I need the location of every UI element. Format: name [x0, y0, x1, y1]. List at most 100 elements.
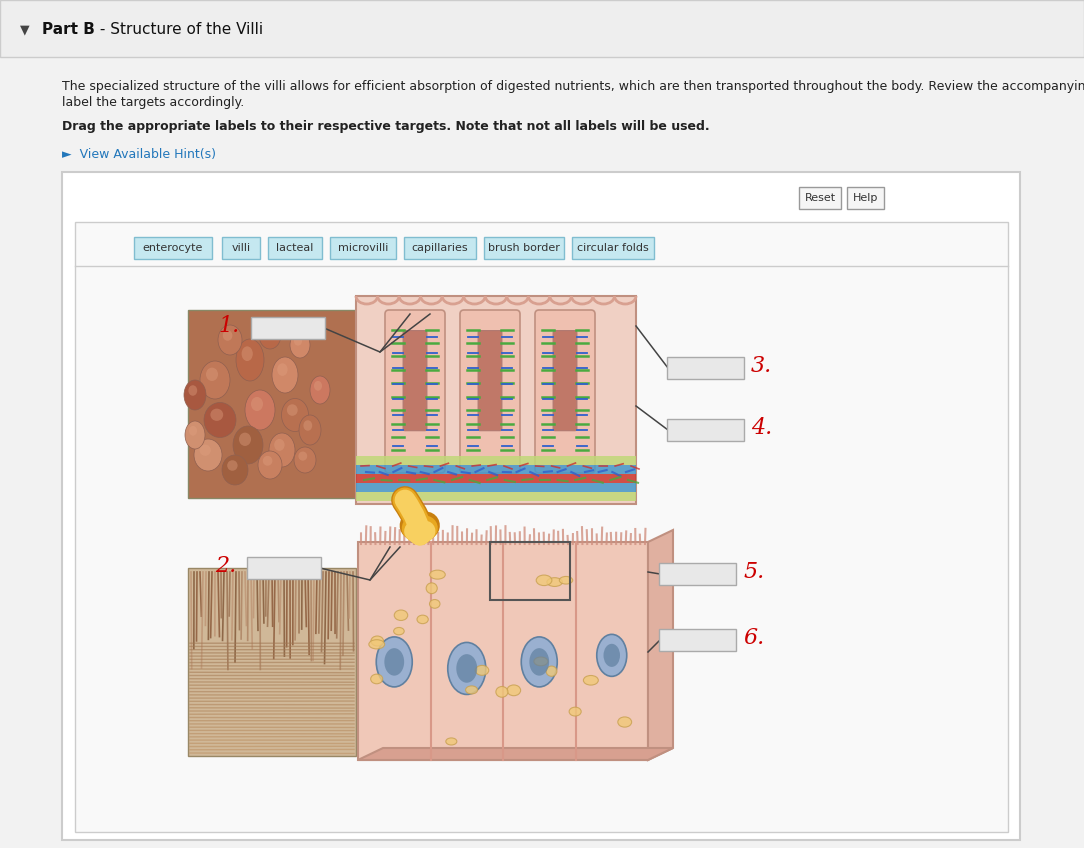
FancyBboxPatch shape: [62, 172, 1020, 840]
Polygon shape: [358, 748, 673, 760]
Ellipse shape: [194, 439, 222, 471]
Text: capillaries: capillaries: [412, 243, 468, 253]
Ellipse shape: [426, 583, 437, 594]
Text: 1.: 1.: [219, 315, 240, 337]
Text: Drag the appropriate labels to their respective targets. Note that not all label: Drag the appropriate labels to their res…: [62, 120, 710, 133]
Polygon shape: [648, 530, 673, 760]
Ellipse shape: [507, 685, 520, 695]
Ellipse shape: [218, 325, 242, 355]
Ellipse shape: [369, 639, 385, 649]
FancyBboxPatch shape: [356, 465, 636, 474]
FancyBboxPatch shape: [535, 310, 595, 473]
Ellipse shape: [287, 404, 298, 416]
Ellipse shape: [282, 399, 309, 432]
Ellipse shape: [521, 637, 557, 687]
Ellipse shape: [291, 332, 310, 358]
Ellipse shape: [278, 363, 287, 376]
FancyBboxPatch shape: [667, 357, 744, 379]
Ellipse shape: [456, 654, 477, 683]
Ellipse shape: [395, 610, 408, 621]
Ellipse shape: [534, 657, 547, 666]
Ellipse shape: [236, 339, 264, 381]
Text: villi: villi: [232, 243, 250, 253]
FancyBboxPatch shape: [799, 187, 841, 209]
Text: circular folds: circular folds: [577, 243, 649, 253]
Ellipse shape: [259, 321, 281, 349]
Ellipse shape: [272, 357, 298, 393]
FancyBboxPatch shape: [188, 310, 356, 498]
Ellipse shape: [446, 738, 456, 745]
Text: Reset: Reset: [804, 193, 836, 203]
Ellipse shape: [569, 707, 581, 716]
Text: 2.: 2.: [215, 555, 236, 577]
FancyBboxPatch shape: [404, 237, 476, 259]
FancyBboxPatch shape: [403, 331, 427, 431]
FancyBboxPatch shape: [251, 317, 325, 339]
FancyBboxPatch shape: [483, 237, 564, 259]
Ellipse shape: [263, 326, 272, 336]
Text: ▼: ▼: [20, 24, 29, 36]
Text: Help: Help: [853, 193, 878, 203]
FancyBboxPatch shape: [222, 237, 260, 259]
Ellipse shape: [274, 439, 285, 451]
FancyBboxPatch shape: [75, 222, 1008, 832]
Ellipse shape: [294, 447, 317, 473]
Ellipse shape: [559, 577, 572, 584]
Text: ►  View Available Hint(s): ► View Available Hint(s): [62, 148, 216, 161]
Ellipse shape: [298, 451, 307, 460]
FancyBboxPatch shape: [356, 483, 636, 492]
Ellipse shape: [495, 687, 508, 697]
Ellipse shape: [371, 674, 383, 683]
FancyBboxPatch shape: [356, 456, 636, 465]
FancyBboxPatch shape: [667, 419, 744, 441]
Ellipse shape: [204, 403, 236, 438]
Text: enterocyte: enterocyte: [143, 243, 203, 253]
Text: 4.: 4.: [751, 417, 772, 439]
Ellipse shape: [429, 600, 440, 608]
FancyBboxPatch shape: [385, 310, 446, 473]
Ellipse shape: [314, 381, 322, 391]
Ellipse shape: [233, 426, 263, 464]
Ellipse shape: [251, 397, 263, 411]
Ellipse shape: [185, 421, 205, 449]
Ellipse shape: [184, 380, 206, 410]
FancyBboxPatch shape: [356, 474, 636, 483]
Ellipse shape: [210, 409, 223, 421]
Ellipse shape: [199, 444, 210, 456]
Ellipse shape: [294, 337, 302, 346]
Ellipse shape: [529, 648, 550, 676]
FancyBboxPatch shape: [358, 542, 648, 760]
FancyBboxPatch shape: [247, 557, 321, 579]
FancyBboxPatch shape: [659, 629, 736, 651]
Ellipse shape: [537, 575, 552, 586]
Ellipse shape: [448, 643, 486, 695]
FancyBboxPatch shape: [460, 310, 520, 473]
Ellipse shape: [238, 432, 251, 446]
Ellipse shape: [465, 686, 478, 694]
FancyBboxPatch shape: [847, 187, 883, 209]
Ellipse shape: [189, 426, 197, 436]
Ellipse shape: [371, 636, 384, 646]
Ellipse shape: [546, 666, 557, 677]
FancyBboxPatch shape: [478, 331, 502, 431]
Text: brush border: brush border: [488, 243, 560, 253]
Ellipse shape: [393, 628, 404, 635]
Text: 6.: 6.: [743, 627, 764, 649]
Ellipse shape: [228, 460, 237, 471]
Ellipse shape: [597, 634, 627, 677]
Ellipse shape: [242, 346, 253, 361]
Ellipse shape: [429, 570, 446, 579]
Text: - Structure of the Villi: - Structure of the Villi: [95, 21, 263, 36]
Ellipse shape: [262, 456, 272, 466]
FancyBboxPatch shape: [330, 237, 396, 259]
Ellipse shape: [269, 433, 295, 467]
Ellipse shape: [189, 385, 197, 396]
FancyBboxPatch shape: [572, 237, 654, 259]
Text: The specialized structure of the villi allows for efficient absorption of digest: The specialized structure of the villi a…: [62, 80, 1084, 93]
FancyBboxPatch shape: [659, 563, 736, 585]
Ellipse shape: [475, 666, 489, 675]
Ellipse shape: [222, 455, 248, 485]
Ellipse shape: [206, 368, 218, 381]
Ellipse shape: [618, 717, 632, 727]
Text: 3.: 3.: [751, 355, 772, 377]
